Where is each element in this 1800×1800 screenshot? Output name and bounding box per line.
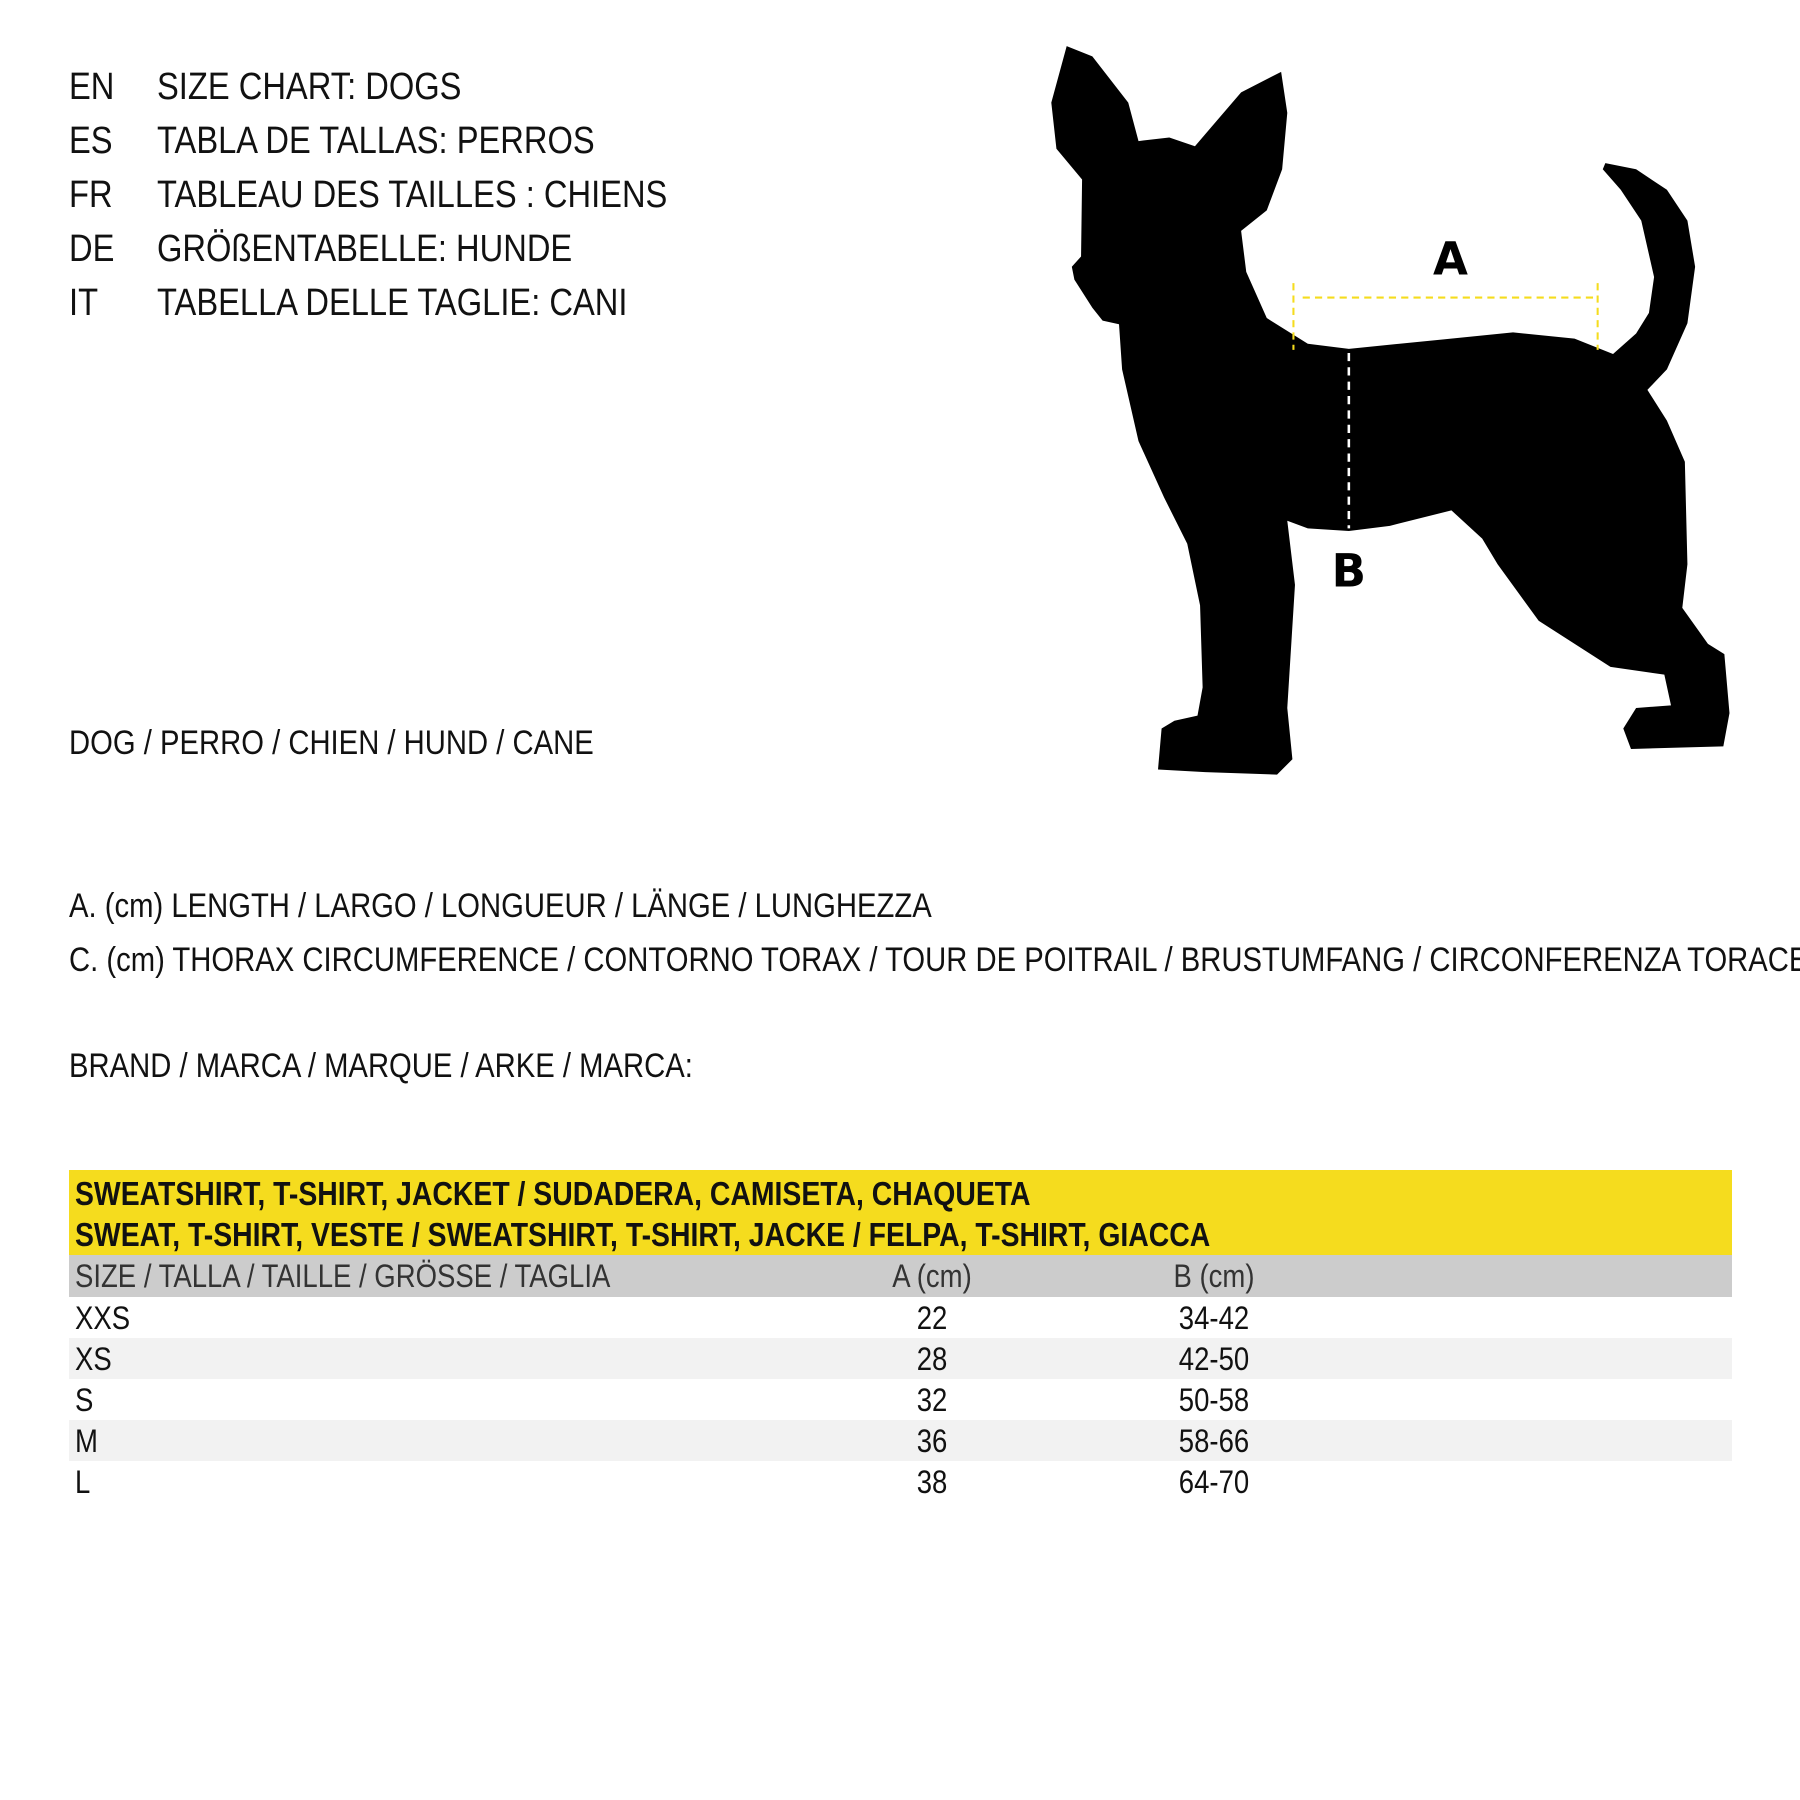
lang-code-fr: FR	[69, 174, 113, 216]
legend-a: A. (cm) LENGTH / LARGO / LONGUEUR / LÄNG…	[69, 887, 932, 925]
title-fr: TABLEAU DES TAILLES : CHIENS	[157, 174, 668, 216]
title-it: TABELLA DELLE TAGLIE: CANI	[157, 282, 628, 324]
table-row: M 36 58-66	[69, 1420, 1732, 1461]
title-de: GRÖßENTABELLE: HUNDE	[157, 228, 573, 270]
cell-size: S	[75, 1381, 94, 1418]
header-size: SIZE / TALLA / TAILLE / GRÖSSE / TAGLIA	[75, 1258, 611, 1294]
label-a: A	[1433, 232, 1468, 285]
legend-c: C. (cm) THORAX CIRCUMFERENCE / CONTORNO …	[69, 941, 1800, 979]
lang-code-de: DE	[69, 228, 115, 270]
brand-label: BRAND / MARCA / MARQUE / ARKE / MARCA:	[69, 1047, 693, 1085]
label-b: B	[1332, 544, 1366, 597]
lang-code-es: ES	[69, 120, 113, 162]
garment-band: SWEATSHIRT, T-SHIRT, JACKET / SUDADERA, …	[69, 1170, 1732, 1255]
title-en: SIZE CHART: DOGS	[157, 66, 462, 108]
dog-measurement-diagram: A B	[1051, 46, 1730, 775]
lang-code-it: IT	[69, 282, 99, 324]
lang-code-en: EN	[69, 66, 115, 108]
table-row: XS 28 42-50	[69, 1338, 1732, 1379]
dog-silhouette	[1051, 46, 1730, 775]
title-es: TABLA DE TALLAS: PERROS	[157, 120, 595, 162]
table-row: S 32 50-58	[75, 1381, 1250, 1418]
cell-size: L	[75, 1463, 91, 1500]
table-row: XXS 22 34-42	[75, 1299, 1250, 1336]
size-table: SWEATSHIRT, T-SHIRT, JACKET / SUDADERA, …	[69, 1170, 1732, 1502]
cell-size: M	[75, 1422, 98, 1459]
table-row: L 38 64-70	[75, 1463, 1250, 1500]
measure-a-line	[1292, 283, 1599, 350]
animal-label: DOG / PERRO / CHIEN / HUND / CANE	[69, 724, 594, 762]
cell-size: XXS	[75, 1299, 131, 1336]
cell-size: XS	[75, 1340, 112, 1377]
table-header: SIZE / TALLA / TAILLE / GRÖSSE / TAGLIA …	[69, 1255, 1732, 1297]
garment-line-2: SWEAT, T-SHIRT, VESTE / SWEATSHIRT, T-SH…	[75, 1216, 1211, 1253]
garment-line-1: SWEATSHIRT, T-SHIRT, JACKET / SUDADERA, …	[75, 1175, 1031, 1212]
